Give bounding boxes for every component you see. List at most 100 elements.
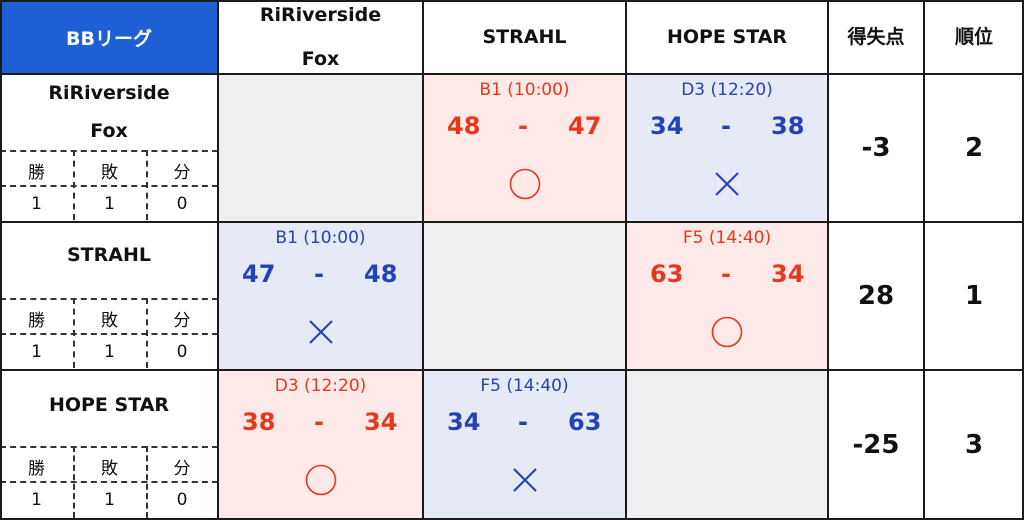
loss-cross-icon [715, 172, 739, 196]
column-header-rank: 順位 [924, 0, 1024, 74]
self-match-cell [626, 370, 828, 520]
divider [0, 298, 218, 300]
draws-value: 0 [176, 490, 188, 510]
rank-value: 1 [964, 281, 984, 311]
game-court-time: D3 (12:20) [681, 80, 773, 100]
score-home: 47 [242, 260, 276, 288]
game-cell: B1 (10:00) 48 - 47 [423, 74, 626, 222]
divider [0, 446, 218, 448]
score-away: 47 [568, 112, 602, 140]
rank-value: 2 [964, 133, 984, 163]
column-header-team-2: STRAHL [423, 0, 626, 74]
divider [73, 446, 75, 518]
column-header-team-3: HOPE STAR [626, 0, 828, 74]
score-away: 48 [364, 260, 398, 288]
score-separator: - [518, 112, 528, 140]
score-separator: - [721, 260, 731, 288]
grid-line [422, 0, 424, 520]
score-separator: - [518, 408, 528, 436]
score-home: 38 [242, 408, 276, 436]
draws-value: 0 [176, 194, 188, 214]
score-separator: - [721, 112, 731, 140]
losses-value: 1 [104, 194, 115, 214]
column-header-line: 得失点 [847, 26, 905, 48]
result-mark [711, 316, 743, 348]
column-header-line: HOPE STAR [666, 26, 788, 48]
rank-value: 3 [964, 430, 984, 460]
wins-label: 勝 [28, 163, 45, 183]
game-court-time: B1 (10:00) [275, 228, 366, 248]
row-team-name-line: RiRiverside [48, 82, 170, 104]
score-home: 48 [447, 112, 481, 140]
grid-line [1022, 0, 1024, 520]
losses-value: 1 [104, 342, 115, 362]
row-team-name-line: HOPE STAR [48, 394, 170, 416]
losses-label: 敗 [101, 163, 118, 183]
grid-line [0, 369, 1024, 371]
game-cell: F5 (14:40) 63 - 34 [626, 222, 828, 370]
loss-cross-icon [512, 468, 537, 492]
point-diff-value: 28 [857, 281, 895, 311]
draws-label: 分 [173, 311, 191, 331]
column-header-line: RiRiverside [259, 4, 382, 26]
divider [73, 150, 75, 220]
draws-label: 分 [173, 163, 191, 183]
loss-cross-icon [308, 320, 333, 344]
losses-label: 敗 [101, 459, 118, 479]
wins-value: 1 [31, 490, 42, 510]
row-team-name-line: Fox [90, 120, 128, 142]
game-cell: D3 (12:20) 34 - 38 [626, 74, 828, 222]
self-match-cell [423, 222, 626, 370]
divider [0, 185, 218, 187]
result-mark [715, 172, 739, 196]
result-mark [308, 320, 333, 344]
win-circle-icon [711, 316, 743, 348]
grid-line [217, 0, 219, 520]
row-team-name: HOPE STAR [0, 386, 218, 424]
wins-value: 1 [31, 342, 42, 362]
column-header-line: STRAHL [482, 26, 567, 48]
score-away: 34 [771, 260, 805, 288]
wins-label: 勝 [28, 459, 45, 479]
game-court-time: F5 (14:40) [682, 228, 772, 248]
score-separator: - [314, 260, 324, 288]
grid-line [625, 0, 627, 520]
row-team-2: STRAHL 勝 敗 分 1 1 0 [0, 222, 218, 370]
grid-line [0, 518, 1024, 520]
score-away: 38 [771, 112, 805, 140]
point-diff-value: -3 [861, 133, 891, 163]
divider [0, 481, 218, 483]
divider [0, 333, 218, 335]
game-court-time: F5 (14:40) [480, 376, 569, 396]
row-team-1: RiRiverside Fox 勝 敗 分 1 1 0 [0, 74, 218, 222]
row-team-name: RiRiverside Fox [0, 74, 218, 150]
game-court-time: B1 (10:00) [479, 80, 570, 100]
score-home: 63 [650, 260, 684, 288]
losses-label: 敗 [101, 311, 118, 331]
win-circle-icon [509, 168, 540, 200]
losses-value: 1 [104, 490, 115, 510]
self-match-cell [218, 74, 423, 222]
grid-line [923, 0, 925, 520]
result-mark [509, 168, 540, 200]
score-away: 34 [364, 408, 398, 436]
row-team-3: HOPE STAR 勝 敗 分 1 1 0 [0, 370, 218, 520]
game-cell: F5 (14:40) 34 - 63 [423, 370, 626, 520]
grid-line [0, 73, 1024, 75]
divider [146, 446, 148, 518]
game-cell: D3 (12:20) 38 - 34 [218, 370, 423, 520]
score-separator: - [314, 408, 324, 436]
win-circle-icon [305, 464, 336, 496]
column-header-line: 順位 [954, 26, 993, 48]
divider [0, 150, 218, 152]
result-mark [512, 468, 537, 492]
result-mark [305, 464, 336, 496]
league-title: BBリーグ [0, 0, 218, 74]
divider [146, 150, 148, 220]
game-court-time: D3 (12:20) [274, 376, 367, 396]
draws-label: 分 [173, 459, 191, 479]
grid-line [0, 0, 1024, 2]
column-header-team-1: RiRiverside Fox [218, 0, 423, 74]
divider [73, 298, 75, 368]
